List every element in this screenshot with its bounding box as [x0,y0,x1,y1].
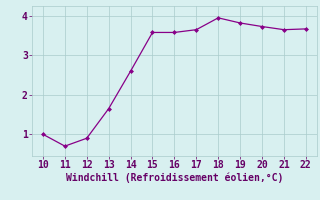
X-axis label: Windchill (Refroidissement éolien,°C): Windchill (Refroidissement éolien,°C) [66,173,283,183]
